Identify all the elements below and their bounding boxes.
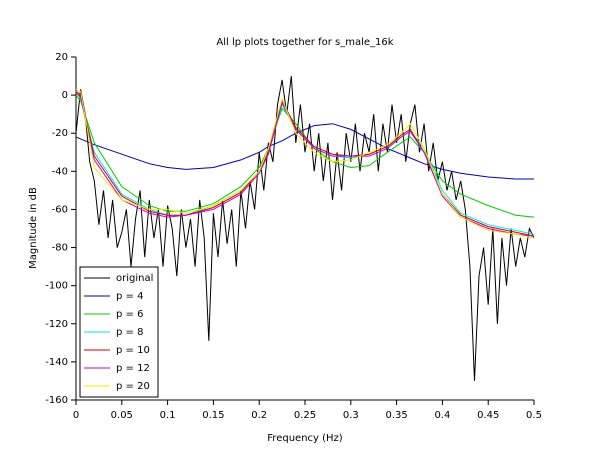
chart-title: All lp plots together for s_male_16k <box>216 37 393 48</box>
y-tick-label: -160 <box>45 395 68 406</box>
y-tick-label: -100 <box>45 281 68 292</box>
y-tick-label: -80 <box>52 243 68 254</box>
series-line <box>75 76 535 381</box>
x-tick-label: 0 <box>73 410 79 421</box>
x-tick-label: 0.15 <box>202 410 224 421</box>
legend-label: p = 12 <box>116 363 150 374</box>
x-tick-label: 0.2 <box>251 410 267 421</box>
x-tick-label: 0.1 <box>160 410 176 421</box>
legend-label: p = 20 <box>116 381 150 392</box>
legend-label: original <box>116 273 153 284</box>
legend-label: p = 6 <box>116 309 143 320</box>
y-tick-label: 20 <box>55 52 68 63</box>
series-line <box>75 94 535 218</box>
y-tick-label: -40 <box>52 166 68 177</box>
x-axis-label: Frequency (Hz) <box>267 433 343 444</box>
x-tick-label: 0.35 <box>385 410 407 421</box>
y-tick-label: 0 <box>62 90 68 101</box>
legend-label: p = 10 <box>116 345 150 356</box>
x-tick-label: 0.45 <box>477 410 499 421</box>
series-line <box>75 92 535 237</box>
x-tick-label: 0.05 <box>111 410 133 421</box>
x-tick-label: 0.4 <box>434 410 450 421</box>
series-line <box>75 88 535 239</box>
x-tick-label: 0.5 <box>526 410 542 421</box>
legend-label: p = 8 <box>116 327 143 338</box>
x-tick-label: 0.25 <box>294 410 316 421</box>
x-tick-label: 0.3 <box>343 410 359 421</box>
series-line <box>75 123 534 180</box>
y-axis-label: Magnitude in dB <box>28 187 39 269</box>
y-tick-label: -60 <box>52 204 68 215</box>
y-tick-label: -140 <box>45 357 68 368</box>
y-tick-label: -20 <box>52 128 68 139</box>
legend-label: p = 4 <box>116 291 143 302</box>
y-tick-label: -120 <box>45 319 68 330</box>
